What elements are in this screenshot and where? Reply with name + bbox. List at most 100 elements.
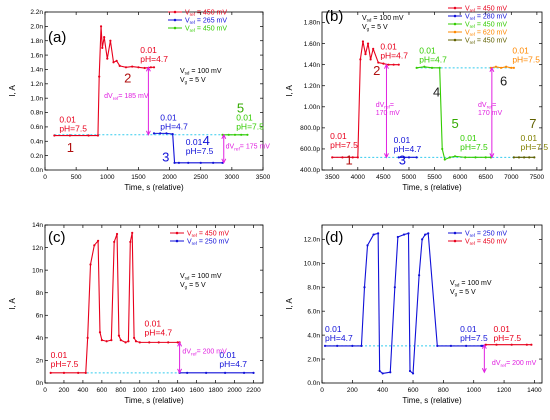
segment-number: 6 xyxy=(500,74,507,89)
y-tick-label: 12n xyxy=(32,245,43,252)
x-tick-label: 1000 xyxy=(133,387,148,394)
y-tick-label: 4.0n xyxy=(307,332,320,339)
legend-marker xyxy=(173,18,177,22)
legend-marker xyxy=(453,6,457,10)
data-point xyxy=(106,57,109,60)
dv-arrowhead-top xyxy=(177,341,183,347)
segment-number: 4 xyxy=(203,133,210,148)
dv-label: dVref= 200 mV xyxy=(182,349,227,358)
dv-arrowhead-bottom xyxy=(489,153,495,159)
condition-vsd: Vsd = 100 mV xyxy=(362,15,404,23)
data-point xyxy=(424,233,427,236)
ph-annotation: 0.01 pH=7.5 xyxy=(236,112,264,131)
segment-number: 4 xyxy=(433,84,440,99)
legend-entry: Vref = 250 mV xyxy=(465,230,507,238)
y-tick-label: 600.0p xyxy=(300,146,320,153)
x-axis-title: Time, s (relative) xyxy=(402,183,462,192)
segment-number: 3 xyxy=(399,153,406,168)
y-tick-label: 1.00n xyxy=(304,104,321,111)
data-point xyxy=(530,343,533,346)
x-tick-label: 5500 xyxy=(427,174,442,181)
data-point xyxy=(415,156,418,159)
y-tick-label: 12.0n xyxy=(304,237,321,244)
dv-label: dVref= 175 mV xyxy=(226,143,271,152)
data-point xyxy=(112,61,115,64)
x-tick-label: 6500 xyxy=(478,174,493,181)
data-point xyxy=(436,344,439,347)
x-tick-label: 600 xyxy=(408,387,419,394)
data-point xyxy=(240,133,243,136)
ph-annotation: 0.01 pH=4.7 xyxy=(145,318,173,337)
y-tick-label: 0.4n xyxy=(30,138,43,145)
data-point xyxy=(443,158,446,161)
x-tick-label: 200 xyxy=(347,387,358,394)
data-point xyxy=(522,156,526,159)
x-tick-label: 7000 xyxy=(504,174,519,181)
dv-label: dVref= 170 mV xyxy=(478,102,502,117)
x-tick-label: 600 xyxy=(96,387,107,394)
data-point xyxy=(366,244,369,247)
x-tick-label: 3500 xyxy=(325,174,340,181)
ph-annotation: 0.01 pH=7.5 xyxy=(186,137,214,156)
data-point xyxy=(159,132,162,135)
condition-vg: Vg = 5 V xyxy=(362,24,388,32)
legend-entry: Vref = 450 mV xyxy=(465,5,507,13)
data-point xyxy=(484,343,487,346)
y-tick-label: 0.2n xyxy=(30,153,43,160)
data-point xyxy=(242,371,246,374)
legend-entry: Vref = 250 mV xyxy=(187,238,229,246)
data-point xyxy=(100,339,103,342)
data-point xyxy=(402,156,405,159)
data-point xyxy=(49,371,52,374)
y-tick-label: 0n xyxy=(36,380,44,387)
data-point xyxy=(510,66,513,69)
data-point xyxy=(372,233,375,236)
data-point xyxy=(407,232,410,235)
data-point xyxy=(415,66,418,69)
data-point xyxy=(134,340,138,343)
panel-label: (b) xyxy=(325,8,343,25)
segment-number: 2 xyxy=(373,63,380,78)
x-tick-label: 4000 xyxy=(351,174,366,181)
x-tick-label: 1000 xyxy=(466,387,481,394)
data-point xyxy=(118,64,121,67)
series-line-0 xyxy=(50,232,180,374)
data-point xyxy=(96,134,100,137)
data-point xyxy=(129,240,132,244)
data-point xyxy=(480,344,483,347)
data-point xyxy=(359,58,362,61)
data-point xyxy=(366,42,370,45)
data-point xyxy=(363,286,366,289)
dv-arrowhead-bottom xyxy=(221,158,227,164)
data-point xyxy=(84,371,87,374)
data-point xyxy=(336,344,339,347)
data-point xyxy=(132,336,136,339)
data-point xyxy=(87,134,90,137)
y-tick-label: 0.0n xyxy=(307,380,320,387)
ph-annotation: 0.01 pH=4.7 xyxy=(219,350,247,369)
dv-arrowhead-bottom xyxy=(177,368,183,374)
data-point xyxy=(119,339,122,342)
data-point xyxy=(369,58,372,61)
data-point xyxy=(124,66,128,69)
data-point xyxy=(186,371,189,374)
y-tick-label: 6.0n xyxy=(307,308,320,315)
panel-a: 0 500 1000 1500 2000 2500 3000 3500 0.0n 0.2n 0.4n… xyxy=(8,9,271,192)
data-point xyxy=(387,63,390,66)
panel-label: (c) xyxy=(48,229,66,246)
legend-entry: Vref = 450 mV xyxy=(465,238,507,246)
data-point xyxy=(382,62,385,65)
plot-frame xyxy=(44,224,264,384)
ph-annotation: 0.01 pH=7.5 xyxy=(493,324,521,343)
legend-entry: Vref = 450 mV xyxy=(185,25,227,33)
x-tick-label: 4500 xyxy=(376,174,391,181)
y-tick-label: 1.60n xyxy=(304,41,321,48)
data-point xyxy=(223,371,227,374)
data-point xyxy=(176,341,179,344)
data-point xyxy=(423,65,426,68)
y-tick-label: 10.0n xyxy=(304,261,321,268)
data-point xyxy=(449,344,453,347)
data-point xyxy=(494,65,498,68)
data-point xyxy=(430,66,434,69)
